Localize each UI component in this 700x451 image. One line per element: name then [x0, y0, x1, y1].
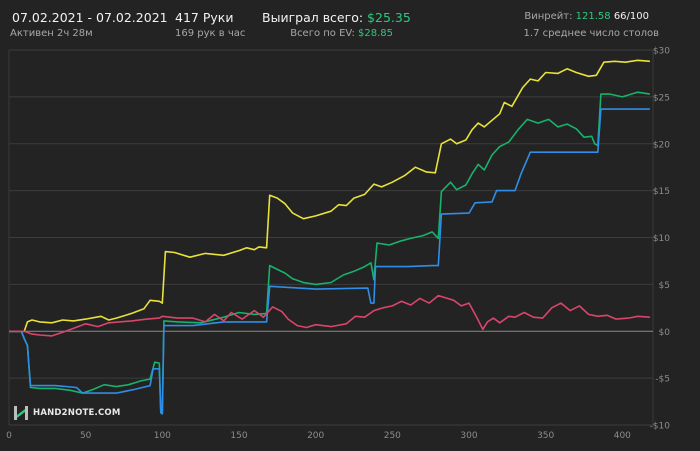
y-tick-label: $25 — [653, 93, 670, 103]
hands-per-hour: 169 рук в час — [175, 28, 246, 39]
y-tick-label: $0 — [659, 328, 671, 338]
series-line-3 — [9, 108, 650, 415]
x-tick-label: 300 — [460, 431, 477, 441]
series-line-1 — [9, 59, 650, 333]
winrate: Винрейт: 121.58 66/100 — [524, 12, 649, 22]
x-tick-label: 100 — [154, 431, 171, 441]
chart-series — [9, 59, 651, 415]
hands-count: 417 Руки — [175, 10, 234, 25]
winrate-fraction: 66/100 — [613, 11, 649, 22]
ev-total-label: Всего по EV: — [290, 28, 355, 39]
ev-total-value: $28.85 — [358, 28, 393, 39]
x-tick-label: 400 — [614, 431, 631, 441]
hand2note-logo-icon — [14, 406, 28, 420]
y-tick-label: $30 — [653, 47, 670, 57]
hand2note-logo-text: HAND2NOTE.COM — [33, 408, 121, 418]
winrate-label: Винрейт: — [524, 11, 573, 22]
x-tick-label: 350 — [537, 431, 554, 441]
x-tick-label: 200 — [307, 431, 324, 441]
x-tick-label: 50 — [80, 431, 92, 441]
y-tick-label: $5 — [659, 281, 670, 291]
y-tick-label: $15 — [653, 187, 670, 197]
won-total-value: $25.35 — [367, 10, 411, 25]
y-tick-label: -$5 — [655, 375, 670, 385]
y-tick-label: -$10 — [650, 422, 671, 432]
won-total: Выиграл всего: $25.35 — [262, 10, 411, 25]
active-time: Активен 2ч 28м — [10, 28, 93, 39]
series-line-2 — [9, 91, 651, 415]
chart-header: 07.02.2021 - 07.02.2021 Активен 2ч 28м 4… — [0, 0, 700, 40]
winrate-value: 121.58 — [575, 11, 611, 22]
profit-chart: $30 $25 $20 $15 $10 $5 $0 -$5 -$10 0 50 100 150 200 2… — [6, 47, 671, 442]
y-tick-label: $20 — [653, 140, 670, 150]
series-line-4 — [9, 294, 650, 337]
x-tick-label: 250 — [384, 431, 401, 441]
tables-average: 1.7 среднее число столов — [523, 28, 659, 39]
y-tick-label: $10 — [653, 234, 670, 244]
hand2note-logo: HAND2NOTE.COM — [14, 406, 120, 420]
date-range: 07.02.2021 - 07.02.2021 — [12, 10, 168, 25]
x-tick-label: 0 — [6, 431, 12, 441]
y-axis-ticks: $30 $25 $20 $15 $10 $5 $0 -$5 -$10 — [650, 47, 671, 432]
ev-total: Всего по EV: $28.85 — [290, 29, 393, 39]
chart-grid — [8, 49, 654, 426]
won-total-label: Выиграл всего: — [262, 10, 364, 25]
x-axis-ticks: 0 50 100 150 200 250 300 350 400 — [6, 431, 631, 441]
x-tick-label: 150 — [230, 431, 247, 441]
